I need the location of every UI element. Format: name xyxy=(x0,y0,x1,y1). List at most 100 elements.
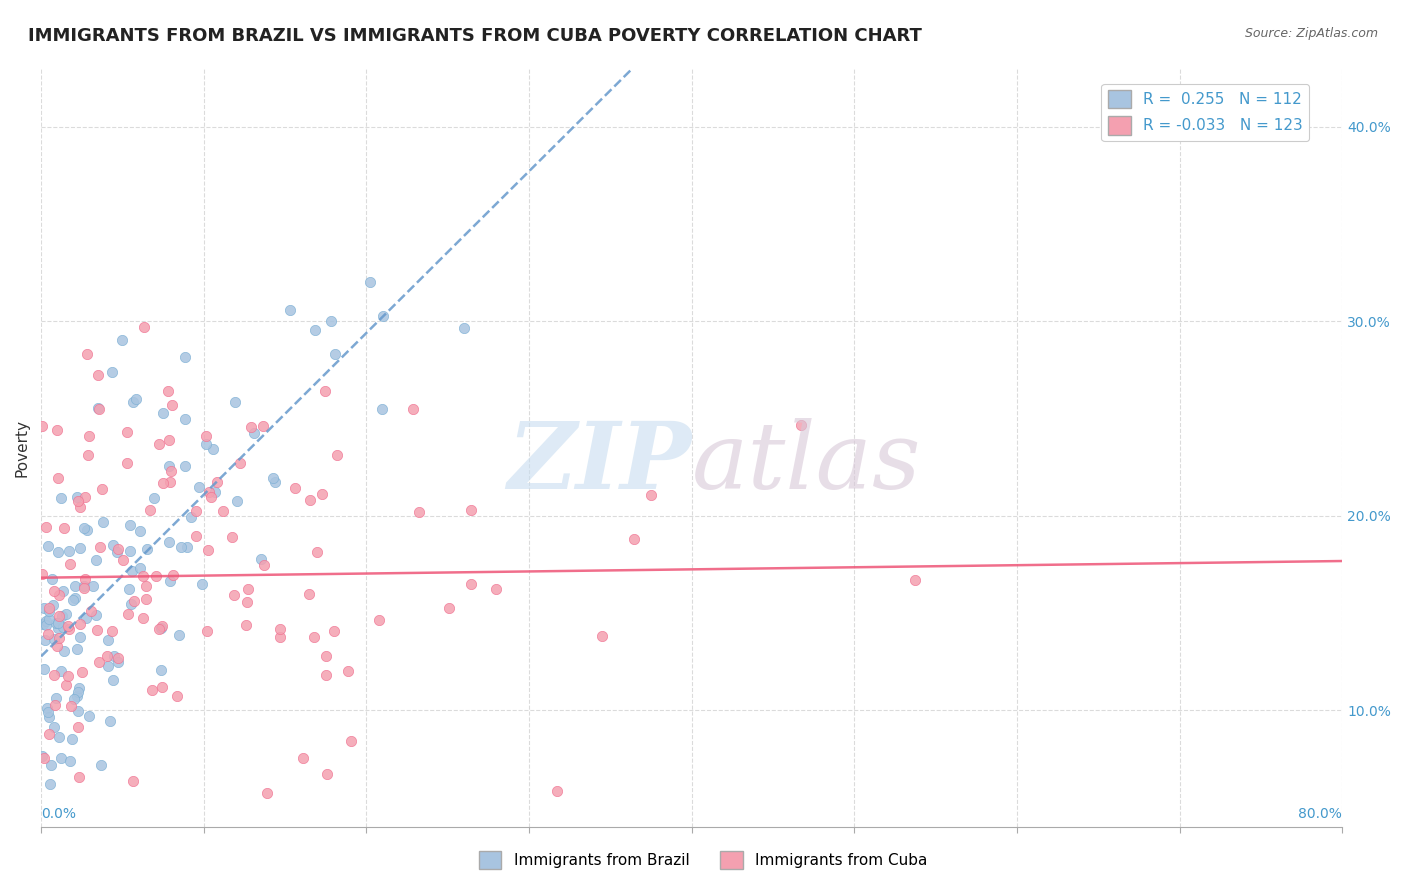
Legend: R =  0.255   N = 112, R = -0.033   N = 123: R = 0.255 N = 112, R = -0.033 N = 123 xyxy=(1101,84,1309,141)
Immigrants from Cuba xyxy=(297,587,319,601)
Immigrants from Cuba xyxy=(53,521,76,535)
Immigrants from Brazil xyxy=(42,632,65,647)
Immigrants from Cuba xyxy=(159,475,181,489)
Immigrants from Brazil xyxy=(35,701,58,715)
Immigrants from Brazil xyxy=(202,442,225,456)
Immigrants from Brazil xyxy=(49,664,72,678)
Immigrants from Brazil xyxy=(118,543,141,558)
Immigrants from Cuba xyxy=(200,490,222,504)
Immigrants from Brazil xyxy=(101,538,124,552)
Immigrants from Brazil xyxy=(32,617,55,632)
Immigrants from Cuba xyxy=(134,320,156,334)
Immigrants from Cuba xyxy=(107,651,129,665)
Immigrants from Cuba xyxy=(73,581,96,595)
Immigrants from Cuba xyxy=(38,727,60,741)
Immigrants from Cuba xyxy=(340,734,363,748)
Immigrants from Cuba xyxy=(66,493,89,508)
Immigrants from Brazil xyxy=(35,614,58,628)
Immigrants from Brazil xyxy=(128,561,150,575)
Immigrants from Brazil xyxy=(39,758,62,772)
Immigrants from Cuba xyxy=(77,448,100,462)
Immigrants from Brazil xyxy=(69,681,91,695)
Immigrants from Cuba xyxy=(77,429,100,443)
Immigrants from Brazil xyxy=(63,691,86,706)
Immigrants from Cuba xyxy=(58,619,80,633)
Immigrants from Brazil xyxy=(46,615,69,630)
Immigrants from Brazil xyxy=(97,633,120,648)
Immigrants from Cuba xyxy=(591,629,613,643)
Immigrants from Cuba xyxy=(162,568,184,582)
Immigrants from Cuba xyxy=(148,437,170,451)
Immigrants from Cuba xyxy=(148,622,170,636)
Immigrants from Cuba xyxy=(336,664,359,678)
Immigrants from Brazil xyxy=(263,471,285,485)
Immigrants from Brazil xyxy=(65,642,87,657)
Immigrants from Cuba xyxy=(44,698,66,712)
Immigrants from Brazil xyxy=(371,310,394,324)
Immigrants from Brazil xyxy=(58,544,80,558)
Immigrants from Brazil xyxy=(73,521,96,535)
Immigrants from Cuba xyxy=(107,542,129,557)
Immigrants from Cuba xyxy=(166,690,188,704)
Immigrants from Cuba xyxy=(42,584,65,599)
Immigrants from Brazil xyxy=(46,621,69,635)
Immigrants from Cuba xyxy=(640,488,662,502)
Immigrants from Brazil xyxy=(52,583,75,598)
Immigrants from Brazil xyxy=(59,754,82,768)
Text: 0.0%: 0.0% xyxy=(41,807,76,822)
Immigrants from Cuba xyxy=(302,630,325,644)
Immigrants from Cuba xyxy=(252,418,274,433)
Immigrants from Cuba xyxy=(269,622,291,636)
Immigrants from Brazil xyxy=(149,621,172,635)
Immigrants from Brazil xyxy=(48,731,70,745)
Immigrants from Brazil xyxy=(142,491,165,505)
Immigrants from Brazil xyxy=(174,458,197,473)
Immigrants from Cuba xyxy=(69,617,91,632)
Immigrants from Cuba xyxy=(239,420,262,434)
Immigrants from Brazil xyxy=(41,572,63,586)
Immigrants from Cuba xyxy=(789,418,811,433)
Immigrants from Brazil xyxy=(157,459,180,474)
Immigrants from Brazil xyxy=(82,579,104,593)
Immigrants from Cuba xyxy=(89,541,111,555)
Immigrants from Brazil xyxy=(359,275,381,289)
Immigrants from Brazil xyxy=(159,574,181,588)
Immigrants from Brazil xyxy=(264,475,287,489)
Immigrants from Cuba xyxy=(101,624,124,638)
Immigrants from Cuba xyxy=(48,632,70,646)
Immigrants from Cuba xyxy=(194,429,217,443)
Immigrants from Brazil xyxy=(42,598,65,612)
Immigrants from Cuba xyxy=(70,665,93,680)
Immigrants from Brazil xyxy=(38,710,60,724)
Immigrants from Cuba xyxy=(368,613,391,627)
Immigrants from Brazil xyxy=(90,758,112,772)
Immigrants from Cuba xyxy=(197,542,219,557)
Immigrants from Brazil xyxy=(136,541,159,556)
Immigrants from Brazil xyxy=(125,392,148,406)
Immigrants from Brazil xyxy=(55,607,77,621)
Immigrants from Cuba xyxy=(135,579,157,593)
Immigrants from Cuba xyxy=(56,669,79,683)
Immigrants from Cuba xyxy=(160,398,183,412)
Immigrants from Brazil xyxy=(195,436,218,450)
Immigrants from Cuba xyxy=(298,493,321,508)
Immigrants from Cuba xyxy=(904,574,927,588)
Immigrants from Brazil xyxy=(204,485,226,500)
Immigrants from Cuba xyxy=(37,627,59,641)
Immigrants from Cuba xyxy=(284,481,307,495)
Immigrants from Cuba xyxy=(229,456,252,470)
Immigrants from Cuba xyxy=(157,384,180,398)
Immigrants from Cuba xyxy=(91,482,114,496)
Immigrants from Cuba xyxy=(222,588,245,602)
Immigrants from Brazil xyxy=(243,425,266,440)
Immigrants from Cuba xyxy=(58,622,80,636)
Immigrants from Brazil xyxy=(110,334,132,348)
Immigrants from Brazil xyxy=(32,662,55,676)
Immigrants from Cuba xyxy=(87,401,110,416)
Immigrants from Brazil xyxy=(45,690,67,705)
Immigrants from Cuba xyxy=(69,500,91,514)
Immigrants from Cuba xyxy=(32,750,55,764)
Immigrants from Cuba xyxy=(117,607,139,621)
Immigrants from Cuba xyxy=(159,464,181,478)
Immigrants from Cuba xyxy=(87,655,110,669)
